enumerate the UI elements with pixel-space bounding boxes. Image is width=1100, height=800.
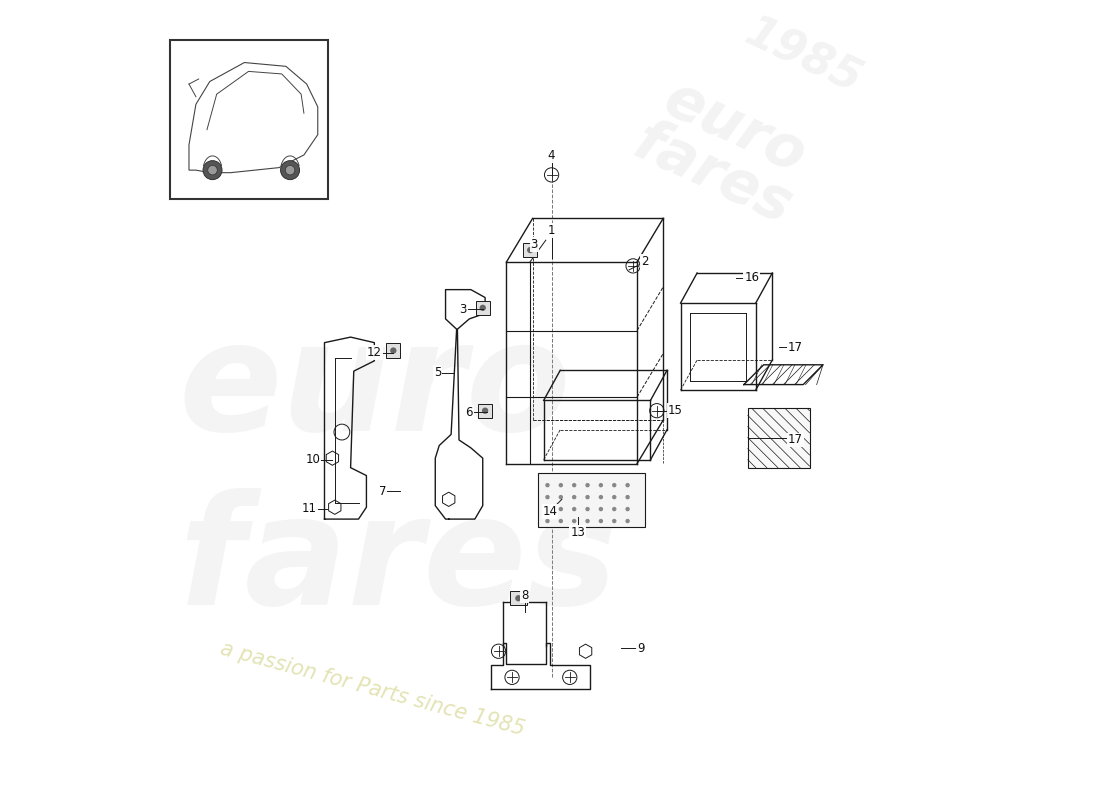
Text: 1: 1 [548,224,556,237]
Text: 2: 2 [641,255,649,269]
Text: 15: 15 [668,404,682,417]
Text: 16: 16 [745,271,759,284]
Bar [748,408,810,468]
Circle shape [515,595,521,602]
Circle shape [585,483,590,487]
Text: 11: 11 [302,502,317,515]
Circle shape [598,507,603,511]
Circle shape [585,495,590,499]
Text: a passion for Parts since 1985: a passion for Parts since 1985 [218,639,527,739]
Circle shape [612,507,616,511]
Text: 3: 3 [530,238,538,251]
Text: 13: 13 [570,526,585,539]
Bar [475,301,490,315]
Circle shape [612,519,616,523]
Bar [509,591,527,606]
Circle shape [612,483,616,487]
Circle shape [546,507,550,511]
Circle shape [612,495,616,499]
Text: 17: 17 [788,434,803,446]
Text: euro
fares: euro fares [625,66,823,236]
Circle shape [626,483,630,487]
Text: euro: euro [178,314,571,463]
Bar [170,40,329,198]
Circle shape [527,247,534,254]
Circle shape [626,495,630,499]
Circle shape [559,495,563,499]
Circle shape [572,495,576,499]
Text: 6: 6 [465,406,473,418]
Circle shape [626,519,630,523]
Circle shape [598,483,603,487]
Circle shape [559,483,563,487]
Bar [386,343,400,358]
Bar [478,403,492,418]
Circle shape [546,483,550,487]
Text: 4: 4 [548,149,556,162]
Circle shape [559,519,563,523]
Circle shape [208,166,218,175]
Text: 8: 8 [521,590,528,602]
Circle shape [585,519,590,523]
Circle shape [559,507,563,511]
Circle shape [280,161,299,180]
Text: 14: 14 [542,505,558,518]
Circle shape [546,519,550,523]
Circle shape [390,347,396,354]
Circle shape [572,483,576,487]
Text: 7: 7 [378,485,386,498]
Circle shape [285,166,295,175]
Circle shape [572,519,576,523]
Text: 17: 17 [788,341,803,354]
Circle shape [585,507,590,511]
Circle shape [480,305,486,311]
Circle shape [626,507,630,511]
Text: 1985: 1985 [738,10,869,102]
Text: 17: 17 [788,341,803,354]
Bar [538,474,645,527]
Circle shape [546,495,550,499]
Bar [524,243,537,257]
Circle shape [572,507,576,511]
Circle shape [598,495,603,499]
Circle shape [598,519,603,523]
Text: 12: 12 [366,346,382,359]
Text: 5: 5 [434,366,441,379]
Text: 9: 9 [637,642,645,654]
Text: 3: 3 [460,303,466,316]
Text: 10: 10 [305,454,320,466]
Circle shape [204,161,222,180]
Text: fares: fares [178,488,617,637]
Circle shape [482,407,488,414]
